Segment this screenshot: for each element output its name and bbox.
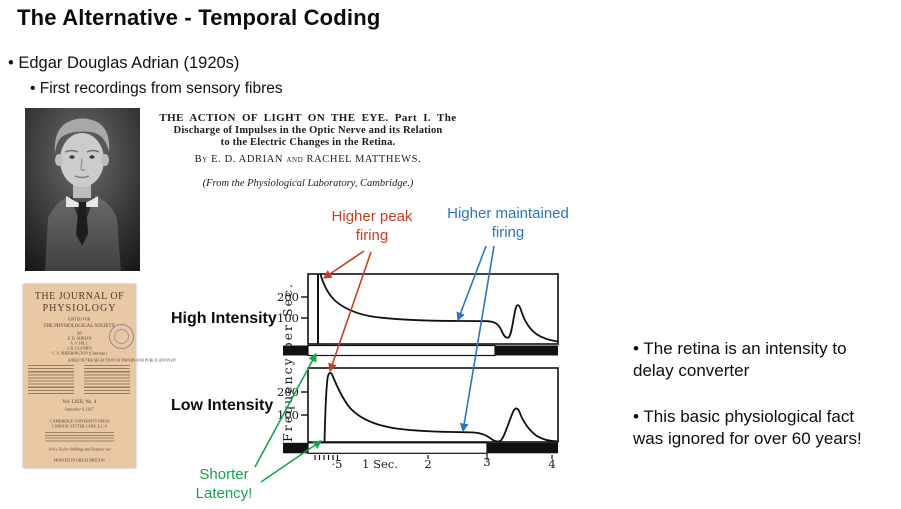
journal-cover: THE JOURNAL OF PHYSIOLOGY EDITED FOR THE… [23, 284, 176, 468]
cover-editor: C. S. SHERRINGTON (Chairman) [52, 351, 107, 356]
xtick-4: 4 [548, 457, 555, 471]
cover-editor: A. V. HILL [70, 341, 89, 346]
high-response-curve [319, 274, 558, 343]
low-intensity-label: Low Intensity [171, 397, 273, 414]
paper-title-line1: THE ACTION OF LIGHT ON THE EYE. Part I. … [159, 112, 457, 124]
cover-press-line1: CAMBRIDGE UNIVERSITY PRESS [49, 419, 110, 424]
y-axis-label: Frequency per Sec. [280, 282, 295, 442]
figure-svg: 200 100 200 100 ·5 1 Sec. 2 3 4 Frequenc… [171, 205, 569, 502]
portrait-photo [25, 108, 140, 271]
cover-title-line1: THE JOURNAL OF [34, 291, 125, 302]
cover-smallprint [45, 432, 114, 443]
high-intensity-label: High Intensity [171, 310, 277, 327]
annotation-line-peak-low [328, 251, 372, 373]
cover-press-line2: LONDON: FETTER LANE, E.C.4 [52, 424, 107, 429]
paper-title-line3: to the Electric Changes in the Retina. [220, 137, 396, 148]
bullet-adrian: • Edgar Douglas Adrian (1920s) [8, 54, 240, 72]
xtick-1sec: 1 Sec. [362, 457, 398, 471]
cover-names-column-left [28, 365, 74, 395]
annotation-shorter-latency-line2: Latency! [196, 485, 253, 502]
man-figure [45, 118, 121, 271]
cover-society: THE PHYSIOLOGICAL SOCIETY [43, 323, 116, 329]
conclusion-ignored-fact: • This basic physiological fact was igno… [633, 406, 862, 449]
annotation-higher-maintained-line1: Higher maintained [447, 205, 569, 222]
cover-names-column-right [84, 365, 130, 395]
low-response-curve [323, 371, 558, 443]
cover-by: BY [76, 331, 83, 336]
annotation-line-maintained-low [459, 245, 495, 433]
low-intensity-plot [301, 367, 559, 443]
bullet-first-recordings: • First recordings from sensory fibres [30, 80, 283, 97]
paper-heading: THE ACTION OF LIGHT ON THE EYE. Part I. … [143, 112, 473, 189]
cover-editor: E. D. ADRIAN [67, 336, 92, 341]
annotation-higher-maintained-line2: firing [492, 224, 525, 241]
cover-date: September 9, 1927 [65, 407, 94, 412]
annotation-shorter-latency-line1: Shorter [199, 466, 248, 483]
high-ytick-200: 200 [277, 290, 299, 304]
annotation-line-maintained-high [456, 245, 487, 322]
annotation-line-latency-low [260, 440, 323, 483]
conclusions-block: • The retina is an intensity to delay co… [633, 338, 878, 474]
xtick-3: 3 [483, 455, 490, 469]
paper-title-line2: Discharge of Impulses in the Optic Nerve… [173, 125, 443, 136]
library-stamp [109, 324, 134, 349]
xtick-2: 2 [424, 457, 431, 471]
annotation-line-peak-high [322, 250, 365, 279]
high-intensity-plot [301, 273, 559, 345]
annotation-higher-peak-line2: firing [356, 227, 389, 244]
cover-price: Price Twelve Shillings and Sixpence net [48, 447, 111, 452]
cover-edited-for: EDITED FOR [68, 317, 91, 322]
paper-affiliation: (From the Physiological Laboratory, Camb… [202, 178, 414, 189]
cover-volume: Vol. LXIII, No. 4 [62, 399, 97, 405]
cover-editor: J. B. LEATHES [67, 346, 92, 351]
low-stimulus-bar [283, 442, 558, 454]
annotation-line-latency-high [254, 352, 317, 468]
annotation-higher-peak-line1: Higher peak [332, 208, 413, 225]
paper-authors: By E. D. ADRIAN and RACHEL MATTHEWS. [194, 154, 422, 165]
cover-printed-in: PRINTED IN GREAT BRITAIN [54, 458, 105, 463]
xtick-half-sec: ·5 [332, 457, 343, 471]
low-ytick-100: 100 [277, 408, 299, 422]
time-axis-ticks [314, 454, 553, 460]
cover-title-line2: PHYSIOLOGY [42, 303, 117, 314]
conclusion-retina-delay: • The retina is an intensity to delay co… [633, 339, 847, 381]
cover-aided-by: AIDED IN THE SELECTION OF PAPERS FOR PUB… [67, 358, 177, 363]
high-stimulus-bar [283, 344, 558, 357]
high-ytick-100: 100 [277, 311, 299, 325]
page-title: The Alternative - Temporal Coding [17, 5, 381, 30]
